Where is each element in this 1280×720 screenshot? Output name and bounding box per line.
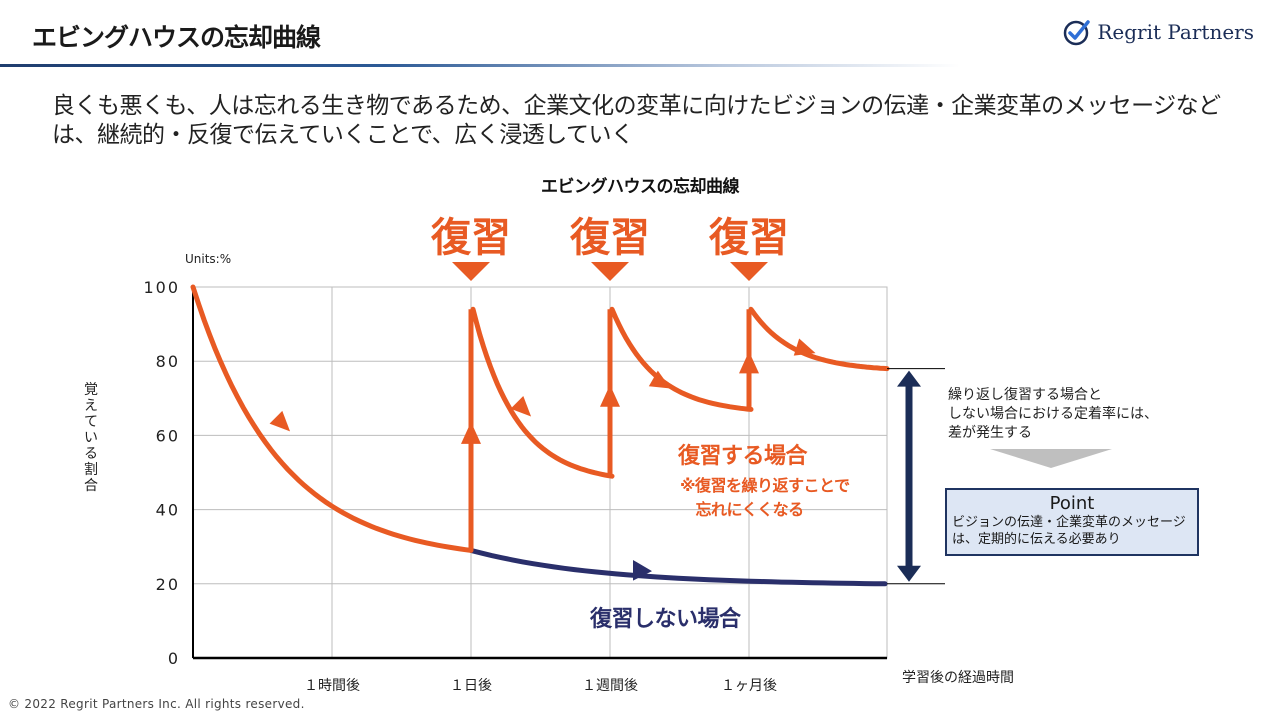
y-tick-label: 80 [156, 352, 180, 371]
series-label-review: 復習する場合 [678, 444, 808, 469]
key-message: 良くも悪くも、人は忘れる生き物であるため、企業文化の変革に向けたビジョンの伝達・… [52, 93, 1221, 148]
point-title: Point [1049, 493, 1095, 514]
gap-double-arrow-head-bottom [897, 565, 921, 582]
y-axis-label: 覚えている割合 [84, 382, 98, 494]
brand-name: Regrit Partners [1097, 20, 1254, 44]
series-arrowhead-review [793, 338, 816, 356]
review-marker-triangle [730, 262, 768, 281]
x-axis-label: 学習後の経過時間 [902, 670, 1014, 686]
series-line-review [748, 306, 890, 372]
units-label: Units:% [185, 252, 232, 266]
x-tick-label: １時間後 [304, 678, 360, 694]
y-tick-label: 100 [143, 278, 180, 297]
review-note: ※復習を繰り返すことで 忘れにくくなる [680, 476, 850, 519]
retention-gap-note: 繰り返し復習する場合と しない場合における定着率には、 差が発生する [948, 387, 1158, 441]
point-text: ビジョンの伝達・企業変革のメッセージ は、定期的に伝える必要あり [952, 515, 1186, 547]
x-tick-label: １ヶ月後 [721, 678, 777, 694]
review-jump-arrowhead [600, 384, 620, 407]
review-marker-label: 復習 [708, 215, 789, 261]
y-tick-label: 0 [168, 649, 180, 668]
series-label-no-review: 復習しない場合 [590, 607, 741, 632]
series-line-review [470, 306, 615, 479]
review-marker-triangle [452, 262, 490, 281]
chart-title: エビングハウスの忘却曲線 [541, 177, 740, 197]
series-arrowhead-review [648, 370, 671, 389]
brand-logo: Regrit Partners [1063, 18, 1254, 46]
x-tick-label: １日後 [450, 678, 492, 694]
check-circle-icon [1064, 20, 1091, 46]
series-line-no-review [468, 547, 888, 587]
series-arrowhead-review [510, 395, 532, 417]
x-tick-label: １週間後 [582, 678, 638, 694]
review-jump-arrowhead [461, 421, 481, 444]
gap-double-arrow-head-top [897, 370, 921, 387]
review-marker-label: 復習 [430, 215, 511, 261]
point-box: Point ビジョンの伝達・企業変革のメッセージ は、定期的に伝える必要あり [945, 488, 1199, 556]
copyright: © 2022 Regrit Partners Inc. All rights r… [8, 697, 305, 711]
title-divider [0, 64, 960, 67]
y-tick-label: 40 [156, 501, 180, 520]
y-tick-label: 20 [156, 575, 180, 594]
series-arrowhead-review [269, 410, 291, 432]
gray-down-arrow [990, 449, 1112, 468]
series-line-review [609, 306, 754, 412]
review-jump-arrowhead [739, 351, 759, 374]
series-arrowhead-no-review [633, 559, 652, 581]
review-marker-triangle [591, 262, 629, 281]
series-line-review [190, 284, 474, 553]
y-tick-label: 60 [156, 426, 180, 445]
page-title: エビングハウスの忘却曲線 [32, 23, 321, 52]
review-marker-label: 復習 [569, 215, 650, 261]
